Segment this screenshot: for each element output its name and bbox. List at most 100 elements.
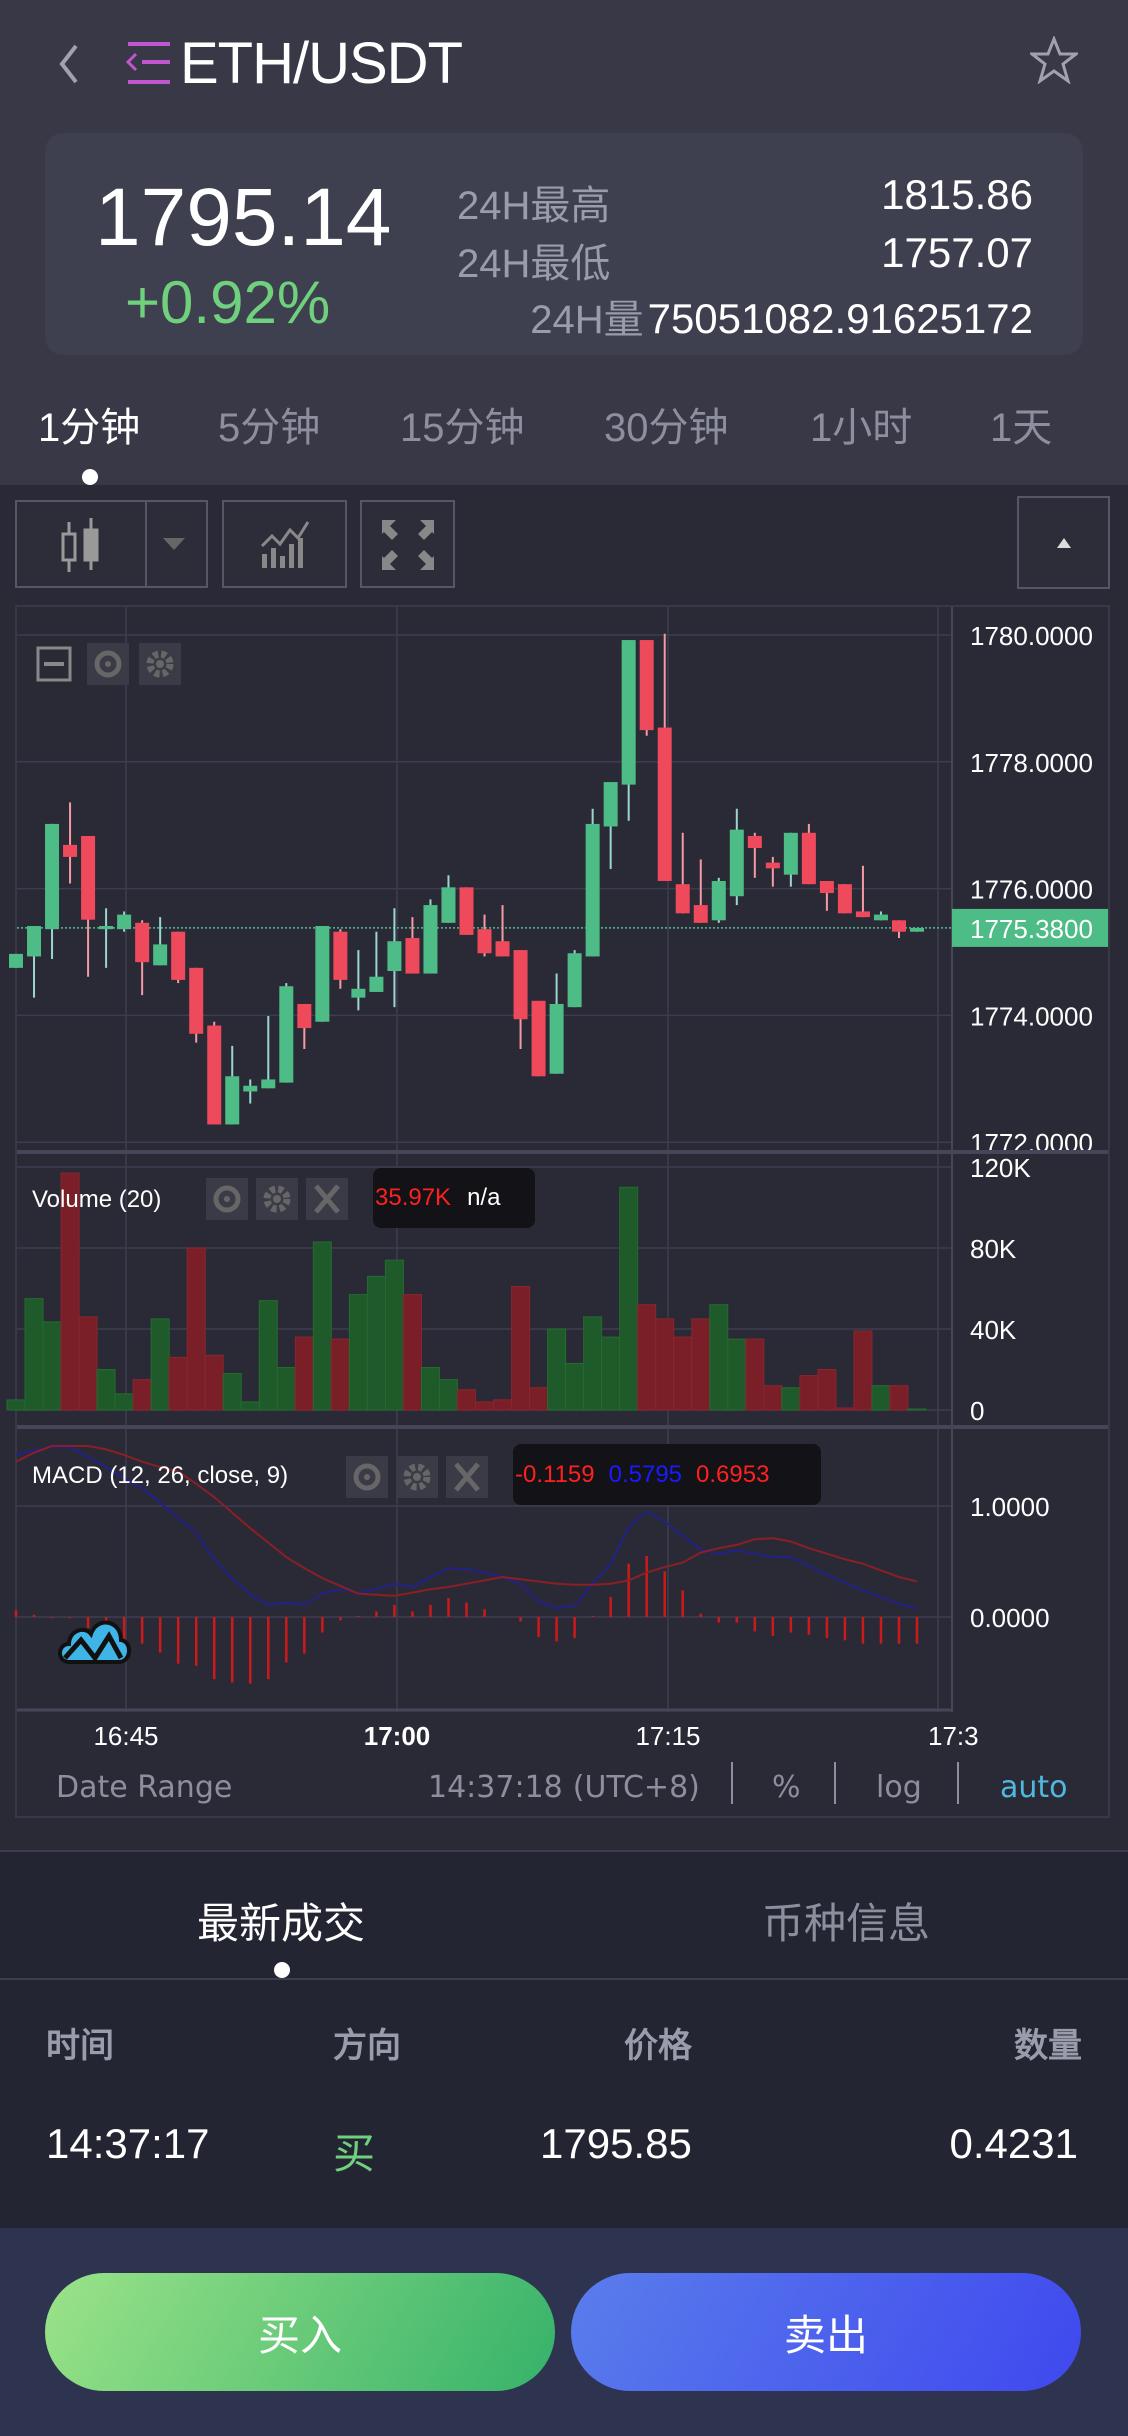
buy-button[interactable]: 买入 [45, 2273, 555, 2391]
candle-body [891, 920, 906, 932]
candle-body [9, 953, 23, 968]
candle-body [675, 884, 690, 914]
volume-legend: Volume (20) [32, 1186, 162, 1213]
candle-body [531, 1000, 546, 1077]
volume-ma-value: n/a [467, 1184, 501, 1211]
collapse-button[interactable] [1017, 496, 1110, 589]
indent-menu-icon[interactable] [126, 40, 172, 86]
volume-tick-label: 40K [970, 1315, 1017, 1345]
high-label: 24H最高 [457, 184, 611, 228]
candle-body [657, 727, 672, 881]
volume-bar [709, 1304, 729, 1411]
candle-body [603, 782, 618, 827]
volume-bar [601, 1336, 621, 1411]
eye-icon[interactable] [206, 1178, 248, 1220]
trade-time: 14:37:17 [46, 2120, 210, 2167]
time-tick-label: 17:00 [364, 1721, 431, 1751]
volume-bar [384, 1259, 404, 1411]
percent-scale-toggle[interactable]: % [772, 1770, 801, 1805]
candle-body [639, 640, 654, 731]
volume-bar [150, 1318, 170, 1411]
volume-bar [511, 1285, 531, 1411]
candlestick-chart[interactable]: 1780.00001778.00001776.00001774.00001772… [0, 0, 1128, 1820]
gear-icon[interactable] [139, 643, 181, 685]
candle-body [135, 922, 150, 963]
chart-container[interactable] [15, 605, 1110, 1818]
indicators-button[interactable] [222, 500, 347, 588]
volume-bar [6, 1399, 26, 1411]
candle-body [837, 884, 852, 914]
tab-1hour[interactable]: 1小时 [810, 406, 913, 450]
tab-1day[interactable]: 1天 [990, 406, 1053, 450]
tab-coin-info[interactable]: 币种信息 [762, 1900, 931, 1947]
caret-down-icon[interactable] [161, 536, 187, 552]
eye-icon[interactable] [87, 643, 129, 685]
pane-separator [17, 1425, 1108, 1429]
volume-bar [889, 1385, 909, 1411]
tab-15min[interactable]: 15分钟 [400, 406, 525, 450]
chevron-left-icon[interactable] [56, 42, 82, 86]
time-tick-label: 16:45 [93, 1721, 158, 1751]
low-value: 1757.07 [881, 229, 1033, 276]
divider [0, 1978, 1128, 1980]
volume-bar [402, 1294, 422, 1411]
volume-bar [619, 1186, 639, 1411]
column-price: 价格 [624, 2027, 692, 2065]
candle-body [459, 887, 474, 935]
tab-5min[interactable]: 5分钟 [218, 406, 321, 450]
chart-type-button[interactable] [15, 500, 208, 588]
date-range-button[interactable]: Date Range [56, 1770, 233, 1805]
candle-body [801, 832, 816, 885]
interval-tabs: 1分钟 5分钟 15分钟 30分钟 1小时 1天 [0, 385, 1128, 485]
column-side: 方向 [333, 2027, 401, 2065]
volume-bar [420, 1366, 440, 1411]
signal-line [15, 1445, 918, 1597]
gear-icon[interactable] [396, 1456, 438, 1498]
candle-body [711, 880, 726, 921]
page-title: ETH/USDT [180, 31, 463, 96]
gear-icon[interactable] [256, 1178, 298, 1220]
candle-body [99, 926, 114, 930]
trade-amount: 0.4231 [949, 2120, 1078, 2167]
volume-bar [799, 1375, 819, 1411]
volume-bar [42, 1321, 62, 1411]
close-icon[interactable] [446, 1456, 488, 1498]
clock-timezone[interactable]: (UTC+8) [572, 1770, 700, 1805]
pane-separator [17, 1150, 1108, 1154]
volume-bar [96, 1369, 116, 1411]
volume-bar [835, 1407, 855, 1411]
candle-body [387, 941, 402, 972]
candle-body [819, 880, 834, 894]
collapse-pane-icon[interactable] [34, 643, 76, 685]
candle-body [333, 931, 348, 980]
chart-clock: 14:37:18 (UTC+8) [428, 1770, 700, 1805]
volume-value: 75051082.91625172 [647, 295, 1033, 342]
volume-bar [258, 1300, 278, 1411]
eye-icon[interactable] [346, 1456, 388, 1498]
divider [834, 1762, 836, 1804]
tab-1min[interactable]: 1分钟 [38, 406, 141, 450]
last-price-label: 1775.3800 [970, 914, 1093, 944]
price-tick-label: 1776.0000 [970, 875, 1093, 905]
candle-body [495, 941, 510, 957]
sell-button[interactable]: 卖出 [571, 2273, 1081, 2391]
tab-30min[interactable]: 30分钟 [604, 406, 729, 450]
divider [145, 502, 147, 586]
auto-scale-toggle[interactable]: auto [1000, 1770, 1068, 1805]
close-icon[interactable] [306, 1178, 348, 1220]
candle-body [513, 950, 528, 1020]
cloud-logo-icon [58, 1620, 131, 1664]
star-outline-icon[interactable] [1030, 36, 1078, 84]
tab-latest-trades[interactable]: 最新成交 [197, 1900, 366, 1947]
volume-bar [907, 1408, 927, 1411]
divider [957, 1762, 959, 1804]
volume-bar [673, 1336, 693, 1411]
volume-bar [294, 1336, 314, 1411]
volume-bar [745, 1338, 765, 1411]
fullscreen-button[interactable] [360, 500, 455, 588]
candle-body [783, 832, 798, 875]
candle-body [315, 926, 330, 1022]
time-tick-label: 17:3 [928, 1721, 979, 1751]
volume-bar [366, 1275, 386, 1411]
log-scale-toggle[interactable]: log [876, 1770, 922, 1805]
